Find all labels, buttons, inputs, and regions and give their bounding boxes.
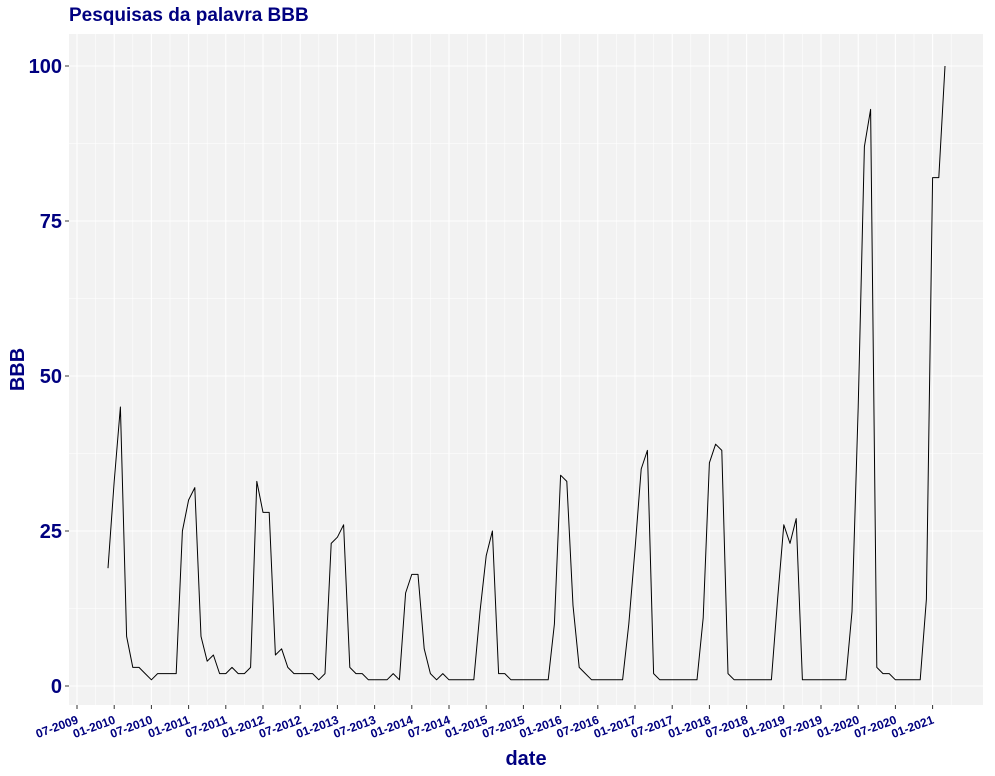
series-layer — [107, 65, 946, 681]
x-axis-title: date — [505, 748, 546, 770]
grid-lines — [69, 34, 983, 705]
plot-background — [69, 34, 983, 705]
chart-title: Pesquisas da palavra BBB — [69, 5, 309, 26]
series-line — [107, 65, 946, 681]
y-tick-label: 25 — [40, 521, 62, 543]
y-axis-title: BBB — [7, 348, 29, 391]
y-tick-label: 50 — [40, 366, 62, 388]
y-tick-label: 0 — [51, 676, 62, 698]
y-tick-label: 100 — [29, 56, 62, 78]
y-tick-label: 75 — [40, 211, 62, 233]
x-tick-label: 01-2021 — [889, 713, 935, 741]
